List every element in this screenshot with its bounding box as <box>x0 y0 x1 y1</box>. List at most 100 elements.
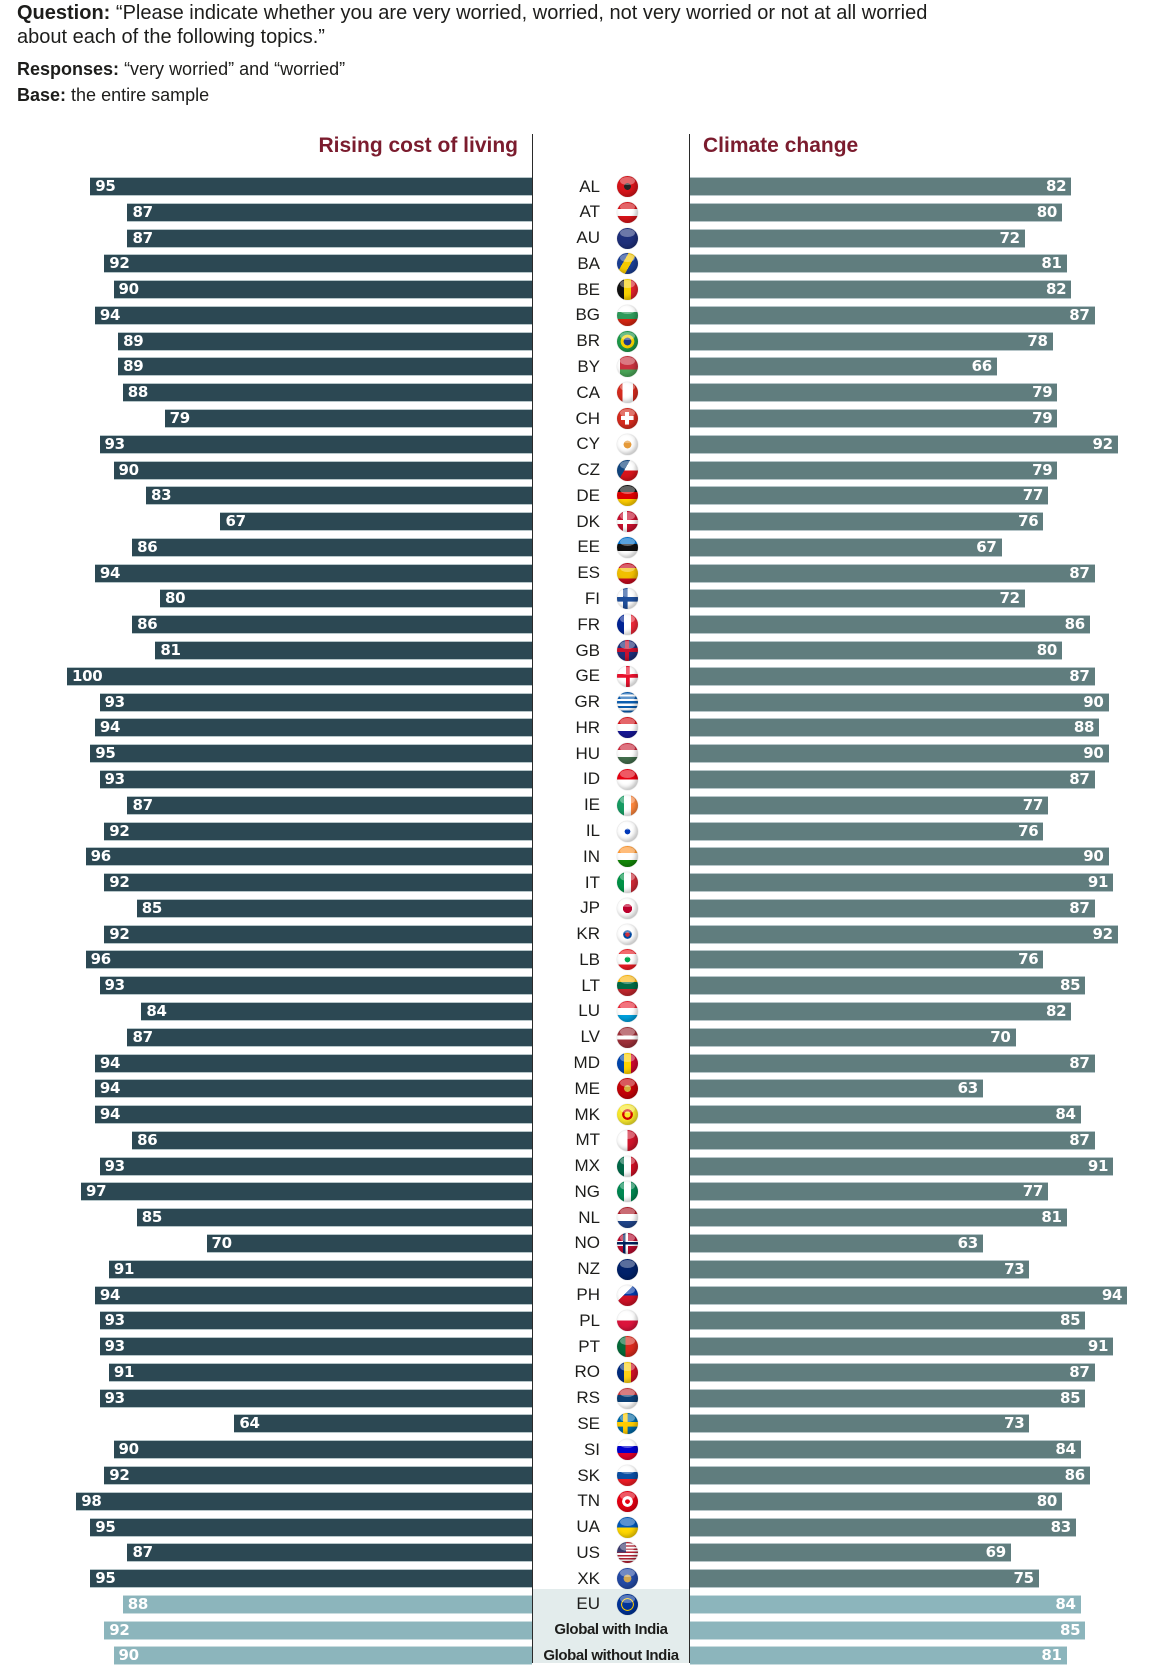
left-bar-si <box>113 1440 532 1460</box>
right-value-label: 91 <box>1087 1156 1109 1175</box>
right-value-label: 67 <box>976 537 997 556</box>
right-bar-es <box>690 563 1095 583</box>
category-label: CY <box>576 434 600 454</box>
right-bar-jp <box>690 898 1095 918</box>
left-value-label: 88 <box>127 1594 149 1613</box>
left-value-label: 67 <box>225 512 246 531</box>
left-value-label: 94 <box>99 305 121 324</box>
flag-malta-icon <box>617 1129 638 1151</box>
responses-text: “very worried” and “worried” <box>124 59 346 79</box>
category-label: BY <box>577 356 600 376</box>
left-bar-gr <box>99 692 532 712</box>
right-bar-global-with-india <box>690 1620 1086 1640</box>
left-bar-nz <box>108 1259 532 1279</box>
right-series-title: Climate change <box>703 134 859 157</box>
right-bar-rs <box>690 1388 1086 1408</box>
flag-moldova-icon <box>617 1052 638 1074</box>
responses-label: Responses: <box>17 59 120 79</box>
right-bar-xk <box>690 1569 1039 1589</box>
category-label: US <box>576 1542 600 1562</box>
right-bar-mk <box>690 1105 1081 1125</box>
left-bar-no <box>206 1233 532 1253</box>
flag-ireland-icon <box>617 794 638 816</box>
left-bar-by <box>118 357 532 377</box>
left-value-label: 86 <box>137 1130 158 1149</box>
left-bar-sk <box>104 1466 532 1485</box>
left-bar-ge <box>67 666 532 686</box>
left-axis-line <box>532 134 533 1663</box>
category-label: Global without India <box>543 1646 679 1664</box>
left-bar-cy <box>99 434 532 454</box>
right-bar-si <box>690 1440 1081 1460</box>
flag-albania-icon <box>617 176 638 197</box>
category-label: IT <box>584 872 600 892</box>
left-value-label: 96 <box>90 847 112 866</box>
category-label: CA <box>576 382 600 402</box>
right-bar-mt <box>690 1130 1095 1150</box>
category-label: MT <box>575 1130 600 1150</box>
left-value-label: 97 <box>85 1182 107 1201</box>
left-bar-lu <box>141 1001 532 1021</box>
flag-finland-icon <box>617 588 638 610</box>
left-value-label: 92 <box>109 924 130 943</box>
right-value-label: 87 <box>1069 1362 1090 1381</box>
right-value-label: 77 <box>1022 1182 1044 1201</box>
left-value-label: 95 <box>95 744 116 763</box>
left-value-label: 93 <box>104 1311 126 1330</box>
category-label: DK <box>576 511 600 531</box>
flag-denmark-icon <box>617 511 638 533</box>
left-value-label: 100 <box>72 666 103 685</box>
category-label: IE <box>583 795 600 815</box>
left-bar-fi <box>160 589 532 609</box>
left-value-label: 64 <box>239 1414 260 1433</box>
right-bar-gb <box>690 641 1062 661</box>
category-label: IL <box>585 821 600 840</box>
left-series-title: Rising cost of living <box>318 134 518 157</box>
flag-nigeria-icon <box>617 1181 638 1203</box>
right-bar-bg <box>690 305 1095 325</box>
responses-note: Responses: “very worried” and “worried” <box>17 58 345 80</box>
right-bar-mx <box>690 1156 1114 1176</box>
category-label: EE <box>577 537 600 557</box>
left-bar-lb <box>85 950 532 970</box>
category-label: LV <box>580 1027 600 1047</box>
left-value-label: 89 <box>123 357 144 376</box>
right-value-label: 79 <box>1032 460 1053 479</box>
flag-north-macedonia-icon <box>617 1104 638 1126</box>
right-value-label: 87 <box>1069 1053 1090 1072</box>
left-bar-ee <box>132 537 532 557</box>
left-value-label: 93 <box>104 976 126 995</box>
right-value-label: 73 <box>1004 1259 1025 1278</box>
category-label: ME <box>574 1078 601 1098</box>
left-value-label: 92 <box>109 254 130 273</box>
left-value-label: 91 <box>113 1362 135 1381</box>
flag-italy-icon <box>617 872 638 894</box>
right-bar-cz <box>690 460 1058 480</box>
flag-tunisia-icon <box>617 1490 638 1512</box>
right-value-label: 91 <box>1087 1337 1109 1356</box>
category-label: AU <box>576 228 600 248</box>
left-value-label: 90 <box>118 1646 140 1665</box>
right-bar-ca <box>690 383 1058 403</box>
left-value-label: 87 <box>132 1543 153 1562</box>
category-label: AT <box>579 202 600 222</box>
left-value-label: 93 <box>104 1388 126 1407</box>
right-value-label: 87 <box>1069 898 1090 917</box>
left-value-label: 85 <box>141 898 163 917</box>
right-value-label: 63 <box>957 1233 979 1252</box>
left-value-label: 92 <box>109 821 130 840</box>
right-bar-in <box>690 847 1109 867</box>
left-value-label: 91 <box>113 1259 135 1278</box>
right-bar-at <box>690 202 1062 222</box>
left-bar-xk <box>90 1569 532 1589</box>
left-value-label: 94 <box>99 1285 121 1304</box>
question-line-2: about each of the following topics.” <box>17 26 325 48</box>
right-value-label: 91 <box>1087 873 1109 892</box>
right-value-label: 85 <box>1059 1388 1081 1407</box>
category-label: GR <box>574 692 601 712</box>
left-bar-it <box>104 873 532 893</box>
left-value-label: 92 <box>109 873 130 892</box>
left-value-label: 80 <box>165 589 186 608</box>
left-value-label: 95 <box>95 1569 116 1588</box>
left-value-label: 95 <box>95 1517 116 1536</box>
